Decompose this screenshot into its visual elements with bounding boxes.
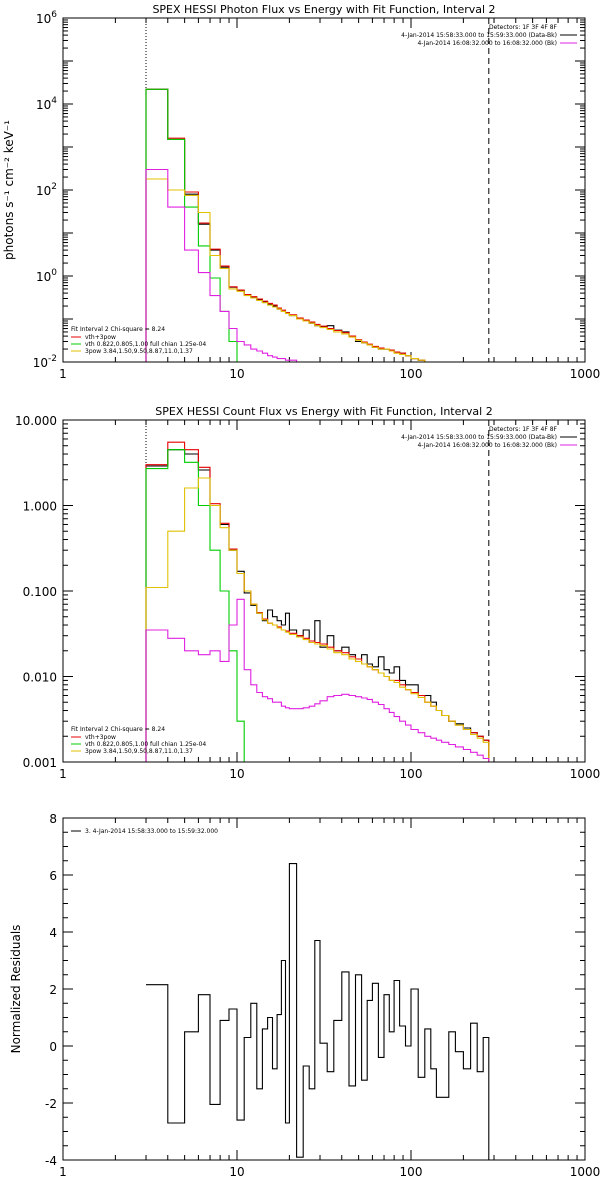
legend-top-entry: 4-Jan-2014 16:08:32.000 to 16:08:32.000 …	[417, 442, 557, 449]
y-tick-label: 1.000	[23, 500, 57, 514]
x-tick-label: 1000	[570, 767, 600, 781]
series-3-line	[145, 449, 489, 762]
series-4-line	[145, 477, 490, 762]
y-tick-base: 10	[33, 356, 48, 370]
y-tick-label: 0	[49, 1040, 57, 1054]
legend-top-entry: 4-Jan-2014 15:58:33.000 to 15:59:33.000 …	[401, 434, 557, 441]
y-tick-label: 8	[49, 812, 57, 826]
y-tick-label: 104	[36, 96, 57, 112]
fit-legend-entry: vth+3pow	[85, 334, 116, 341]
x-tick-label: 100	[400, 767, 423, 781]
y-tick-label: 10-2	[33, 354, 57, 370]
y-tick-label: 100	[36, 268, 57, 284]
y-axis-label: photons s⁻¹ cm⁻² keV⁻¹	[2, 120, 16, 260]
series-3-line	[145, 88, 489, 362]
plot-frame	[62, 419, 586, 763]
legend-top-entry: 4-Jan-2014 15:58:33.000 to 15:59:33.000 …	[401, 32, 557, 39]
series-5-line	[145, 168, 489, 362]
series-5-line	[145, 598, 490, 762]
y-tick-label: 0.010	[23, 671, 57, 685]
fit-legend-entry: vth 0.822,0.805,1.00 full chian 1.25e-04	[85, 741, 206, 748]
chart-title: SPEX HESSI Photon Flux vs Energy with Fi…	[152, 3, 495, 16]
y-tick-label: -2	[45, 1097, 57, 1111]
y-tick-label: 102	[36, 182, 57, 198]
chart-panel-2: SPEX HESSI Count Flux vs Energy with Fit…	[15, 405, 600, 781]
chart-panel-3: Normalized Residuals 1 10 100 1000 -4 -2 0 2 4 6 8 3…	[9, 812, 600, 1179]
y-tick-exponent: 6	[51, 10, 57, 20]
y-tick-label: 6	[49, 869, 57, 883]
legend-top-entry: Detectors: 1F 3F 4F 8F	[489, 24, 558, 31]
fit-legend-header: Fit Interval 2 Chi-square = 8.24	[71, 326, 165, 333]
y-tick-label: 2	[49, 983, 57, 997]
x-tick-label: 1000	[570, 1165, 600, 1179]
x-tick-label: 100	[400, 1165, 423, 1179]
series-4-line	[145, 178, 489, 362]
y-tick-exponent: 4	[51, 96, 57, 106]
y-tick-label: 0.001	[23, 756, 57, 770]
y-tick-base: 10	[36, 12, 51, 26]
plot-frame	[62, 817, 586, 1161]
y-tick-label: -4	[45, 1154, 57, 1168]
y-axis-label: Normalized Residuals	[9, 925, 23, 1054]
y-tick-label: 10.000	[15, 414, 57, 428]
y-tick-label: 106	[36, 10, 57, 26]
y-tick-base: 10	[36, 270, 51, 284]
y-tick-label: 0.100	[23, 585, 57, 599]
series-1-line	[146, 863, 490, 1160]
x-tick-label: 10	[229, 767, 244, 781]
fit-legend-entry: vth 0.822,0.805,1.00 full chian 1.25e-04	[85, 341, 206, 348]
plot-frame	[62, 17, 586, 363]
x-tick-label: 1000	[570, 367, 600, 381]
y-tick-exponent: 0	[51, 268, 57, 278]
x-tick-label: 10	[229, 1165, 244, 1179]
chart-panel-1: SPEX HESSI Photon Flux vs Energy with Fi…	[2, 3, 600, 381]
fit-legend-entry: vth+3pow	[85, 734, 116, 741]
panels: SPEX HESSI Photon Flux vs Energy with Fi…	[2, 3, 600, 1179]
x-tick-label: 1	[59, 367, 67, 381]
y-tick-base: 10	[36, 184, 51, 198]
y-tick-exponent: -2	[48, 354, 57, 364]
x-tick-label: 1	[59, 1165, 67, 1179]
legend-top-entry: Detectors: 1F 3F 4F 8F	[489, 426, 558, 433]
y-tick-exponent: 2	[51, 182, 57, 192]
fit-legend-entry: 3pow 3.84,1.50,9.50,8.87,11.0,1.37	[85, 748, 193, 755]
x-tick-label: 10	[229, 367, 244, 381]
x-tick-label: 100	[400, 367, 423, 381]
chart-title: SPEX HESSI Count Flux vs Energy with Fit…	[155, 405, 492, 418]
fit-legend-header: Fit Interval 2 Chi-square = 8.24	[71, 726, 165, 733]
legend-top-entry: 4-Jan-2014 16:08:32.000 to 16:08:32.000 …	[417, 40, 557, 47]
y-tick-base: 10	[36, 98, 51, 112]
y-tick-label: 4	[49, 926, 57, 940]
x-tick-label: 1	[59, 767, 67, 781]
fit-legend-entry: 3pow 3.84,1.50,9.50,8.87,11.0,1.37	[85, 348, 193, 355]
legend-entry: 3. 4-Jan-2014 15:58:33.000 to 15:59:32.0…	[85, 828, 218, 835]
